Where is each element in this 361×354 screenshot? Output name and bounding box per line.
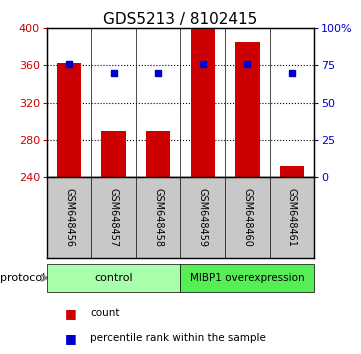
Text: GSM648457: GSM648457 — [109, 188, 119, 247]
Title: GDS5213 / 8102415: GDS5213 / 8102415 — [103, 12, 258, 27]
Text: GSM648459: GSM648459 — [198, 188, 208, 247]
Text: count: count — [90, 308, 120, 318]
Text: ■: ■ — [65, 332, 77, 344]
Point — [244, 61, 250, 67]
Point — [66, 61, 72, 67]
Text: GSM648461: GSM648461 — [287, 188, 297, 247]
Bar — [191, 28, 215, 177]
Bar — [279, 166, 304, 177]
Bar — [47, 263, 180, 292]
Text: control: control — [95, 273, 133, 283]
Point — [289, 70, 295, 76]
Text: GSM648458: GSM648458 — [153, 188, 163, 247]
Bar — [146, 131, 170, 177]
Text: GSM648456: GSM648456 — [64, 188, 74, 247]
Point — [155, 70, 161, 76]
Bar — [101, 131, 126, 177]
Bar — [180, 263, 314, 292]
Point — [111, 70, 117, 76]
Text: protocol: protocol — [0, 273, 45, 283]
Point — [200, 61, 206, 67]
Bar — [57, 63, 82, 177]
Text: percentile rank within the sample: percentile rank within the sample — [90, 333, 266, 343]
Text: MIBP1 overexpression: MIBP1 overexpression — [190, 273, 305, 283]
Bar — [235, 42, 260, 177]
Text: GSM648460: GSM648460 — [242, 188, 252, 247]
Text: ■: ■ — [65, 307, 77, 320]
